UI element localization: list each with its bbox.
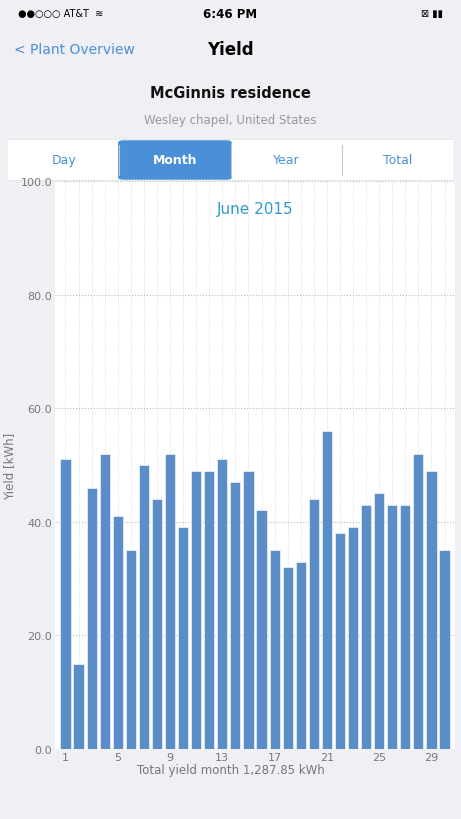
Bar (152, 500, 162, 749)
Bar (361, 505, 371, 749)
Bar (204, 471, 214, 749)
Bar (217, 459, 227, 749)
Bar (309, 500, 319, 749)
Text: June 2015: June 2015 (217, 201, 293, 216)
Text: ⊠ ▮▮: ⊠ ▮▮ (420, 9, 443, 19)
Bar (322, 432, 332, 749)
Y-axis label: Yield [kWh]: Yield [kWh] (3, 432, 17, 499)
Text: ●●○○○ AT&T  ≋: ●●○○○ AT&T ≋ (18, 9, 104, 19)
Text: Total: Total (383, 154, 412, 167)
Bar (126, 550, 136, 749)
Text: McGinnis residence: McGinnis residence (150, 86, 311, 101)
Bar (165, 454, 175, 749)
Text: 6:46 PM: 6:46 PM (203, 7, 258, 20)
Text: Day: Day (51, 154, 76, 167)
Bar (283, 568, 293, 749)
FancyBboxPatch shape (118, 141, 231, 180)
Text: Yield: Yield (207, 41, 254, 59)
Bar (400, 505, 410, 749)
Text: Total yield month 1,287.85 kWh: Total yield month 1,287.85 kWh (136, 762, 325, 776)
Bar (139, 465, 149, 749)
Bar (100, 454, 110, 749)
Bar (60, 459, 71, 749)
Bar (87, 488, 97, 749)
Text: Month: Month (153, 154, 197, 167)
Bar (374, 494, 384, 749)
Bar (414, 454, 424, 749)
Bar (387, 505, 397, 749)
Text: < Plant Overview: < Plant Overview (14, 43, 135, 57)
Bar (256, 511, 266, 749)
Bar (178, 527, 188, 749)
Bar (112, 517, 123, 749)
Text: Year: Year (273, 154, 300, 167)
Bar (426, 471, 437, 749)
Bar (335, 533, 345, 749)
Text: Wesley chapel, United States: Wesley chapel, United States (144, 115, 317, 127)
Bar (191, 471, 201, 749)
Bar (73, 664, 83, 749)
Bar (230, 482, 241, 749)
Bar (439, 550, 449, 749)
FancyBboxPatch shape (2, 139, 459, 182)
Bar (296, 562, 306, 749)
Bar (348, 527, 358, 749)
Bar (270, 550, 280, 749)
Bar (243, 471, 254, 749)
